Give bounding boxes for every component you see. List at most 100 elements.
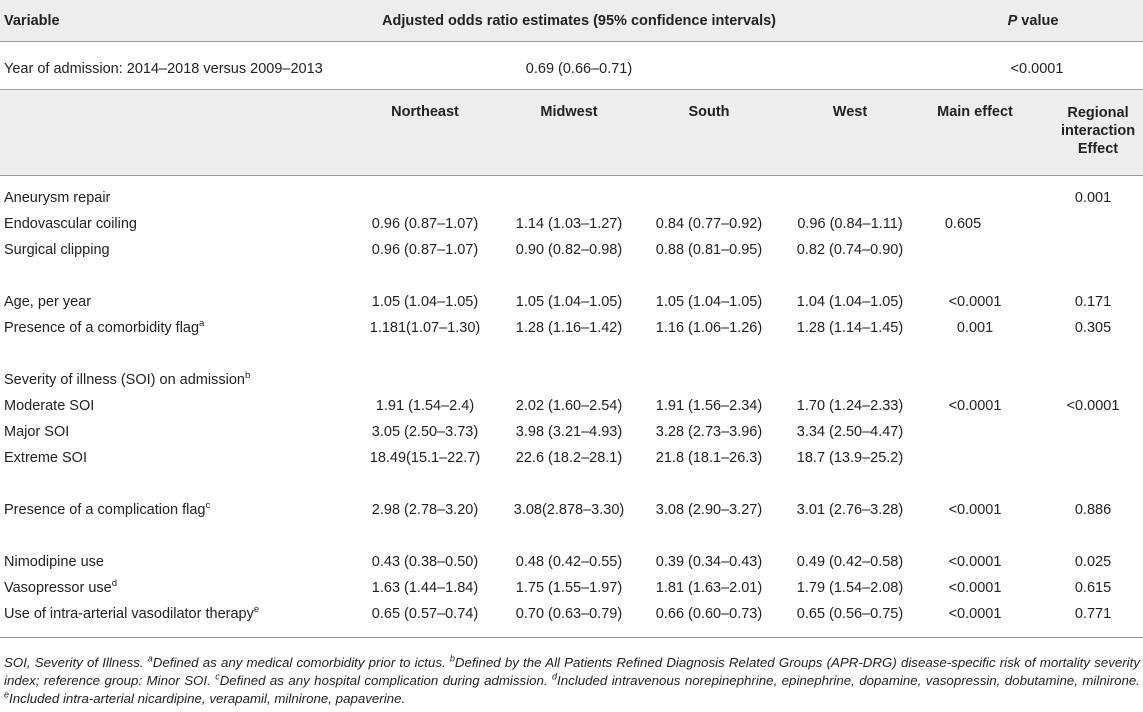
row-intraarterial-we: 0.65 (0.56–0.75): [796, 606, 904, 622]
row-coiling-mw: 1.14 (1.03–1.27): [515, 216, 623, 232]
subheader-rule-bottom: [0, 175, 1143, 176]
footnote-c-sup: c: [215, 671, 220, 682]
row-intraarterial-text: Use of intra-arterial vasodilator therap…: [4, 606, 254, 622]
header-rule: [0, 41, 1143, 42]
row-moderate-ne: 1.91 (1.54–2.4): [375, 398, 475, 414]
row-nimodipine-we: 0.49 (0.42–0.58): [796, 554, 904, 570]
subheader-rule-top: [0, 89, 1143, 90]
row-nimodipine-so: 0.39 (0.34–0.43): [655, 554, 763, 570]
row-vasopressor-we: 1.79 (1.54–2.08): [796, 580, 904, 596]
row-soi-text: Severity of illness (SOI) on admission: [4, 372, 245, 388]
row-moderate-main: <0.0001: [948, 398, 1002, 414]
row-coiling-label: Endovascular coiling: [4, 216, 137, 232]
row-vasopressor-label: Vasopressor used: [4, 578, 118, 597]
row-comorbidity-regional: 0.305: [1074, 320, 1112, 336]
header-p-value: P value: [1008, 13, 1059, 30]
header-variable: Variable: [4, 13, 60, 29]
col-regional-interaction: Regional interaction Effect: [1060, 105, 1136, 157]
row-coiling-main: 0.605: [944, 216, 982, 232]
col-south: South: [688, 104, 730, 120]
row-nimodipine-ne: 0.43 (0.38–0.50): [371, 554, 479, 570]
row-complication-ne: 2.98 (2.78–3.20): [371, 502, 479, 518]
row-clipping-we: 0.82 (0.74–0.90): [796, 242, 904, 258]
row-major-label: Major SOI: [4, 424, 70, 440]
row-complication-regional: 0.886: [1074, 502, 1112, 518]
footnote-b-sup: b: [449, 653, 455, 664]
row-moderate-so: 1.91 (1.56–2.34): [655, 398, 763, 414]
col-main-effect: Main effect: [937, 104, 1013, 120]
row-age-regional: 0.171: [1074, 294, 1112, 310]
row-moderate-we: 1.70 (1.24–2.33): [796, 398, 904, 414]
row-coiling-we: 0.96 (0.84–1.11): [797, 216, 903, 232]
year-p: <0.0001: [1010, 61, 1064, 77]
row-age-label: Age, per year: [4, 294, 92, 310]
table-bottom-rule: [0, 637, 1143, 638]
row-vasopressor-sup: d: [111, 578, 118, 590]
row-comorbidity-label: Presence of a comorbidity flaga: [4, 318, 205, 337]
row-vasopressor-so: 1.81 (1.63–2.01): [655, 580, 763, 596]
row-nimodipine-label: Nimodipine use: [4, 554, 104, 570]
row-extreme-ne: 18.49(15.1–22.7): [369, 450, 481, 466]
row-nimodipine-main: <0.0001: [948, 554, 1002, 570]
row-vasopressor-ne: 1.63 (1.44–1.84): [371, 580, 479, 596]
row-soi-label: Severity of illness (SOI) on admissionb: [4, 370, 251, 389]
row-coiling-ne: 0.96 (0.87–1.07): [371, 216, 479, 232]
row-extreme-mw: 22.6 (18.2–28.1): [515, 450, 623, 466]
header-estimates: Adjusted odds ratio estimates (95% confi…: [381, 13, 777, 29]
row-extreme-we: 18.7 (13.9–25.2): [796, 450, 904, 466]
col-west: West: [832, 104, 868, 120]
row-comorbidity-main: 0.001: [956, 320, 994, 336]
row-moderate-regional: <0.0001: [1066, 398, 1120, 414]
col-northeast: Northeast: [391, 104, 459, 120]
row-complication-sup: c: [205, 500, 211, 512]
row-age-so: 1.05 (1.04–1.05): [655, 294, 763, 310]
footnote-c-text: Defined as any hospital complication dur…: [219, 673, 553, 688]
row-clipping-label: Surgical clipping: [4, 242, 110, 258]
row-intraarterial-mw: 0.70 (0.63–0.79): [515, 606, 623, 622]
row-complication-text: Presence of a complication flag: [4, 502, 206, 518]
row-comorbidity-sup: a: [199, 318, 205, 330]
row-comorbidity-mw: 1.28 (1.16–1.42): [515, 320, 623, 336]
footnote-a-sup: a: [147, 653, 153, 664]
footnote-d-text: Included intravenous norepinephrine, epi…: [557, 673, 1140, 688]
row-age-ne: 1.05 (1.04–1.05): [371, 294, 479, 310]
year-label: Year of admission: 2014–2018 versus 2009…: [4, 61, 323, 77]
row-major-so: 3.28 (2.73–3.96): [655, 424, 763, 440]
footnote-b-text: Defined by the All Patients Refined Diag…: [4, 655, 1140, 688]
row-clipping-ne: 0.96 (0.87–1.07): [371, 242, 479, 258]
row-aneurysm-label: Aneurysm repair: [4, 190, 111, 206]
row-intraarterial-regional: 0.771: [1074, 606, 1112, 622]
row-comorbidity-ne: 1.181(1.07–1.30): [369, 320, 481, 336]
header-p-italic: P: [1007, 13, 1018, 29]
row-moderate-mw: 2.02 (1.60–2.54): [515, 398, 623, 414]
row-complication-so: 3.08 (2.90–3.27): [655, 502, 763, 518]
footnote-lead: SOI, Severity of Illness.: [4, 655, 148, 670]
row-comorbidity-so: 1.16 (1.06–1.26): [655, 320, 763, 336]
table-footnote: SOI, Severity of Illness. aDefined as an…: [4, 654, 1140, 708]
header-p-rest: value: [1017, 13, 1059, 29]
footnote-d-sup: d: [552, 671, 558, 682]
header-band: [0, 0, 1143, 41]
row-major-we: 3.34 (2.50–4.47): [796, 424, 904, 440]
row-intraarterial-sup: e: [253, 604, 260, 616]
row-intraarterial-label: Use of intra-arterial vasodilator therap…: [4, 604, 260, 623]
footnote-a-text: Defined as any medical comorbidity prior…: [152, 655, 450, 670]
subheader-band: [0, 89, 1143, 175]
row-vasopressor-regional: 0.615: [1074, 580, 1112, 596]
row-age-we: 1.04 (1.04–1.05): [796, 294, 904, 310]
row-vasopressor-main: <0.0001: [948, 580, 1002, 596]
row-coiling-so: 0.84 (0.77–0.92): [655, 216, 763, 232]
row-complication-we: 3.01 (2.76–3.28): [796, 502, 904, 518]
row-nimodipine-mw: 0.48 (0.42–0.55): [515, 554, 623, 570]
row-vasopressor-text: Vasopressor use: [4, 580, 112, 596]
row-soi-sup: b: [244, 370, 251, 382]
col-midwest: Midwest: [540, 104, 598, 120]
row-aneurysm-regional: 0.001: [1074, 190, 1112, 206]
row-extreme-so: 21.8 (18.1–26.3): [655, 450, 763, 466]
row-nimodipine-regional: 0.025: [1074, 554, 1112, 570]
row-clipping-mw: 0.90 (0.82–0.98): [515, 242, 623, 258]
row-vasopressor-mw: 1.75 (1.55–1.97): [515, 580, 623, 596]
footnote-e-text: Included intra-arterial nicardipine, ver…: [9, 691, 406, 706]
year-estimate: 0.69 (0.66–0.71): [525, 61, 633, 77]
